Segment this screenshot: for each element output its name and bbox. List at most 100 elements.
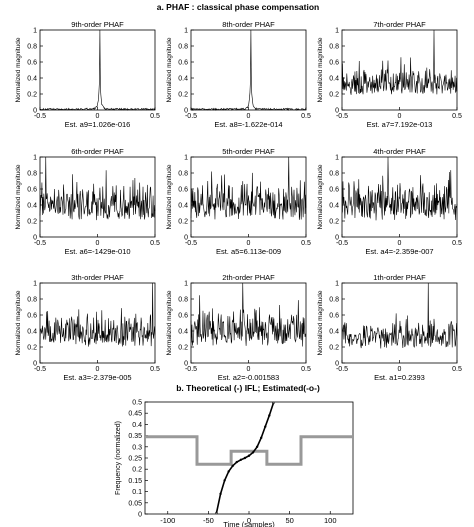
x-tick-label: 0.5 — [452, 366, 462, 373]
x-tick-label: 50 — [285, 516, 293, 525]
y-tick-label: 0.2 — [132, 467, 142, 474]
x-tick-label: 0.5 — [150, 366, 160, 373]
y-tick-label: 0.15 — [128, 478, 142, 485]
y-tick-label: 0.4 — [329, 76, 339, 83]
y-tick-label: 1 — [184, 281, 188, 288]
panel-title: 7th-order PHAF — [373, 20, 426, 29]
spectrum-trace — [39, 282, 156, 347]
y-tick-label: 0.3 — [132, 444, 142, 451]
y-tick-label: 0.8 — [27, 171, 37, 178]
y-tick-label: 1 — [33, 281, 37, 288]
y-tick-label: 0.4 — [27, 329, 37, 336]
x-tick-label: 0.5 — [301, 366, 311, 373]
x-tick-label: 0 — [96, 240, 100, 247]
spectrum-trace — [341, 156, 458, 221]
phaf-panel-4: 6th-order PHAF Est. a6=-1429e-010 Normaliz… — [15, 147, 160, 256]
figure-title-b: b. Theoretical (-) IFL; Estimated(-o-) — [176, 383, 320, 393]
x-tick-label: 0 — [247, 113, 251, 120]
y-tick-label: 0.6 — [329, 313, 339, 320]
x-tick-label: 0.5 — [452, 240, 462, 247]
y-tick-label: 0.2 — [329, 345, 339, 352]
panel-title: 4th-order PHAF — [373, 147, 426, 156]
y-tick-label: 0.6 — [178, 60, 188, 67]
y-tick-label: 1 — [335, 281, 339, 288]
y-tick-label: 0 — [138, 512, 142, 519]
panel-y-label: Normalized magnitude — [317, 164, 324, 229]
x-tick-label: -100 — [160, 516, 175, 525]
y-tick-label: 0.6 — [178, 187, 188, 194]
spectrum-trace — [341, 282, 458, 349]
y-tick-label: 0.1 — [132, 489, 142, 496]
y-tick-label: 0.2 — [329, 219, 339, 226]
x-tick-label: -0.5 — [185, 240, 197, 247]
y-tick-label: 1 — [335, 28, 339, 35]
panel-y-label: Normalized magnitude — [317, 37, 324, 102]
estimated-ifl-marker — [247, 454, 251, 457]
phaf-panel-6: 4th-order PHAF Est. a4=-2.359e-007 Normali… — [317, 147, 462, 256]
y-tick-label: 0.25 — [128, 456, 142, 463]
y-tick-label: 0.8 — [329, 297, 339, 304]
x-tick-label: -0.5 — [34, 240, 46, 247]
phaf-panel-5: 5th-order PHAF Est. a5=6.113e-009 Normaliz… — [166, 147, 311, 256]
y-tick-label: 0.8 — [329, 44, 339, 51]
x-tick-label: -0.5 — [336, 113, 348, 120]
y-tick-label: 1 — [184, 28, 188, 35]
y-tick-label: 0.4 — [178, 76, 188, 83]
y-tick-label: 0.4 — [178, 203, 188, 210]
estimated-ifl-marker — [231, 464, 234, 468]
estimated-ifl-line — [215, 402, 275, 514]
plot-frame — [341, 282, 458, 364]
y-tick-label: 1 — [335, 155, 339, 162]
panel-x-label: Est. a7=7.192e-013 — [367, 120, 433, 129]
y-tick-label: 0.8 — [178, 171, 188, 178]
x-tick-label: -0.5 — [34, 113, 46, 120]
y-tick-label: 0.2 — [178, 345, 188, 352]
phaf-panel-8: 2th-order PHAF Est. a2=-0.001583 Normalize… — [166, 273, 311, 382]
phaf-panel-1: 9th-order PHAF Est. a9=1.026e-016 Normaliz… — [15, 20, 160, 129]
panel-title: 8th-order PHAF — [222, 20, 275, 29]
ifl-plot-frame — [144, 401, 354, 515]
panel-title: 6th-order PHAF — [71, 147, 124, 156]
panel-title: 5th-order PHAF — [222, 147, 275, 156]
plot-frame — [39, 29, 156, 111]
panel-grid: 9th-order PHAF Est. a9=1.026e-016 Normaliz… — [15, 20, 462, 382]
y-tick-label: 0.2 — [27, 92, 37, 99]
x-tick-label: 0 — [398, 240, 402, 247]
x-tick-label: 0 — [96, 113, 100, 120]
y-tick-label: 0.6 — [27, 313, 37, 320]
panel-y-label: Normalized magnitude — [166, 37, 173, 102]
y-tick-label: 0.2 — [178, 219, 188, 226]
estimated-ifl-marker — [243, 456, 247, 460]
y-tick-label: 0.8 — [178, 44, 188, 51]
y-tick-label: 0 — [184, 361, 188, 368]
panel-y-label: Normalized magnitude — [15, 164, 22, 229]
panel-x-label: Est. a6=-1429e-010 — [64, 247, 130, 256]
y-tick-label: 0.45 — [128, 411, 142, 418]
y-tick-label: 0.4 — [27, 76, 37, 83]
y-tick-label: 0.2 — [178, 92, 188, 99]
estimated-ifl-marker — [272, 401, 275, 405]
estimated-ifl-marker — [255, 445, 259, 448]
x-tick-label: 0.5 — [150, 113, 160, 120]
panel-x-label: Est. a9=1.026e-016 — [65, 120, 131, 129]
x-tick-label: 0 — [247, 240, 251, 247]
panel-title: 1th-order PHAF — [373, 273, 426, 282]
y-tick-label: 1 — [184, 155, 188, 162]
y-tick-label: 0 — [335, 235, 339, 242]
estimated-ifl-marker — [215, 511, 218, 515]
estimated-ifl-marker — [219, 492, 222, 496]
y-tick-label: 0.8 — [27, 44, 37, 51]
y-tick-label: 0 — [335, 108, 339, 115]
x-tick-label: 0.5 — [301, 240, 311, 247]
phaf-panel-9: 1th-order PHAF Est. a1=0.2393 Normalized m… — [317, 273, 462, 382]
x-tick-label: 0.5 — [301, 113, 311, 120]
x-tick-label: 0 — [96, 366, 100, 373]
panel-y-label: Normalized magnitude — [166, 164, 173, 229]
y-tick-label: 0 — [335, 361, 339, 368]
estimated-ifl-marker — [235, 460, 239, 464]
spectrum-trace — [190, 29, 307, 111]
x-tick-label: 0 — [398, 113, 402, 120]
y-tick-label: 0 — [33, 108, 37, 115]
spectrum-trace — [39, 29, 156, 111]
figure-title-a: a. PHAF : classical phase compensation — [157, 2, 320, 12]
